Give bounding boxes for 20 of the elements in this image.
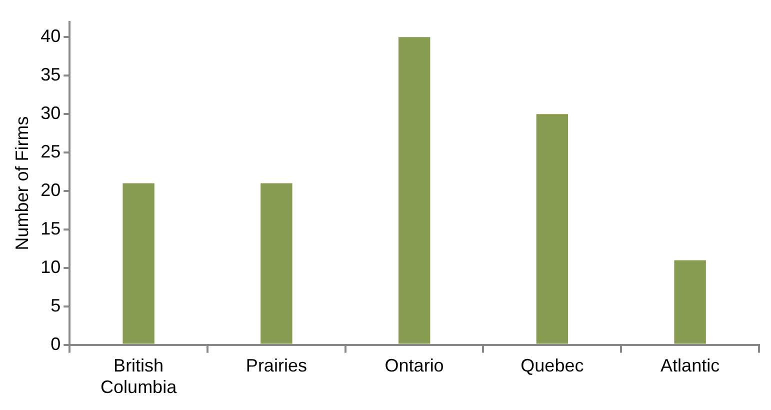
bar: [122, 183, 154, 344]
x-tick-label: Atlantic: [660, 356, 720, 376]
bar: [260, 183, 292, 344]
x-tick-label: British Columbia: [100, 356, 178, 398]
x-tick-label: Ontario: [384, 356, 444, 376]
x-tick-label: Quebec: [520, 356, 584, 376]
y-axis-title: Number of Firms: [12, 116, 32, 250]
y-tick-label: 10: [40, 256, 61, 277]
y-tick-label: 35: [40, 64, 61, 85]
y-tick-label: 5: [50, 295, 61, 316]
y-tick-label: 25: [40, 142, 61, 162]
x-tick-label: Prairies: [246, 356, 307, 376]
bar: [674, 260, 706, 344]
y-tick-label: 40: [40, 26, 61, 46]
y-tick-label: 0: [50, 334, 61, 354]
y-tick-label: 15: [40, 218, 61, 238]
bar: [398, 37, 430, 344]
y-tick-label: 20: [40, 180, 61, 200]
y-tick-label: 30: [40, 103, 61, 124]
bar: [536, 114, 568, 344]
